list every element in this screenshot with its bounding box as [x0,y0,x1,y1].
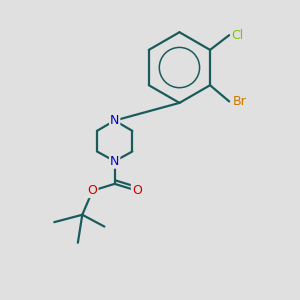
Text: O: O [88,184,98,197]
Text: N: N [110,155,119,168]
Text: Br: Br [232,95,246,108]
Text: N: N [110,114,119,127]
Text: O: O [132,184,142,197]
Text: Cl: Cl [231,29,244,42]
